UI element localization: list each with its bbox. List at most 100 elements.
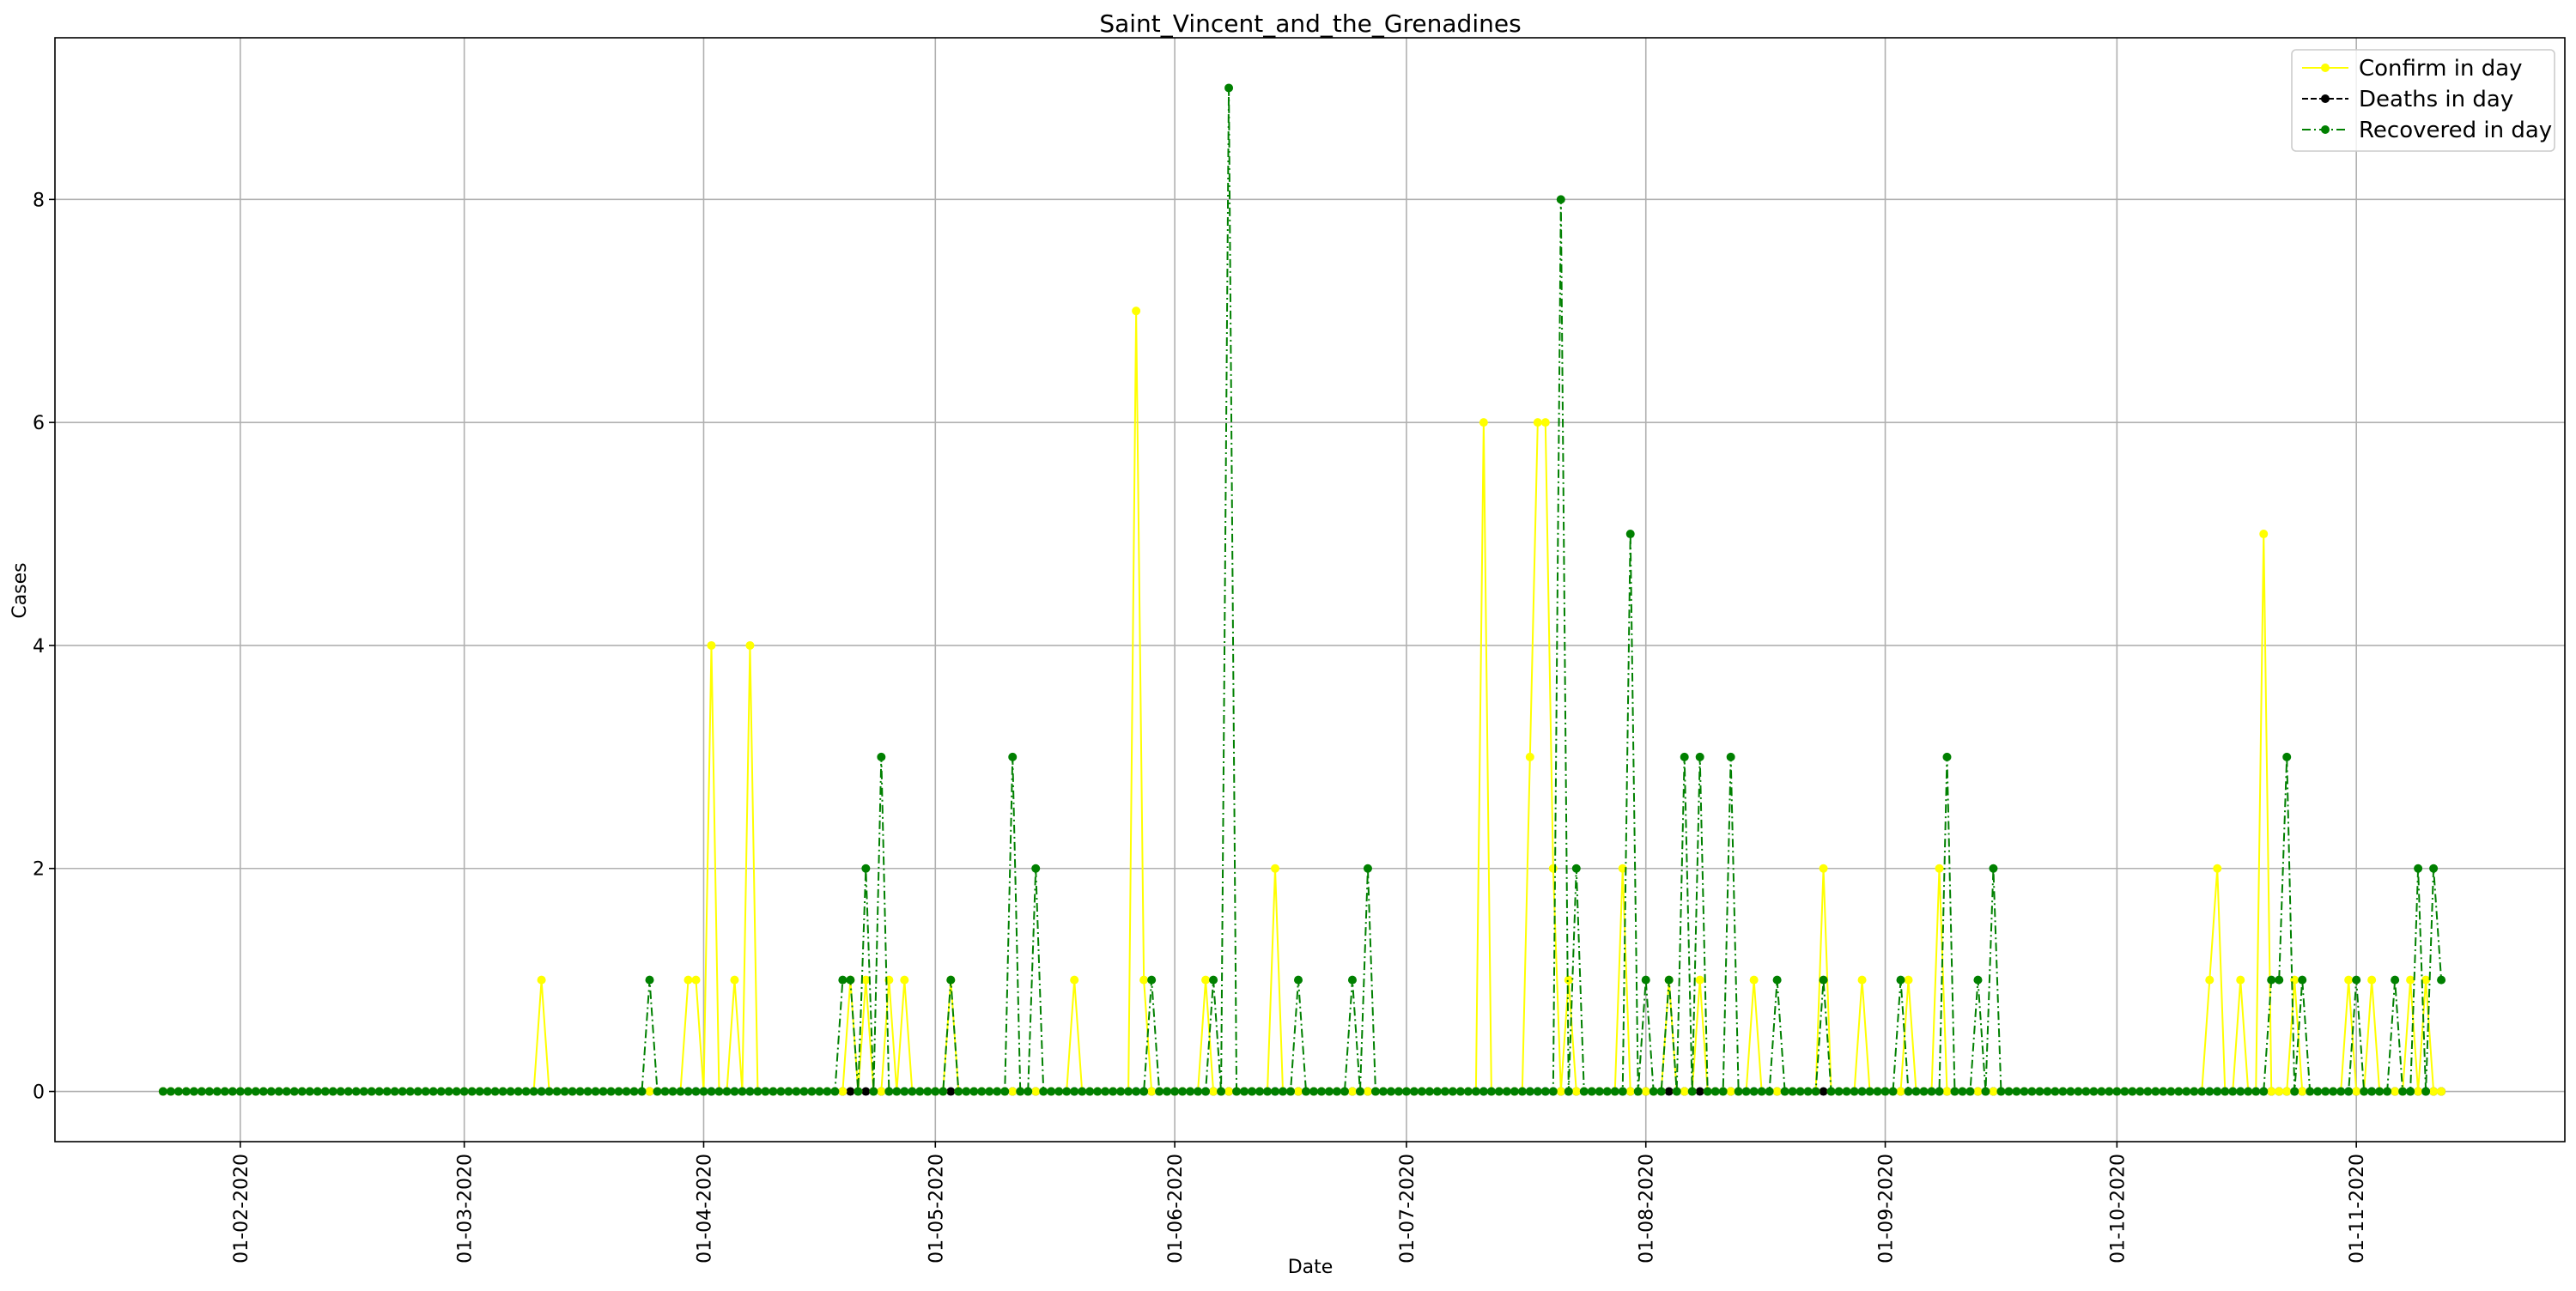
data-point [1510, 1087, 1519, 1096]
data-point [2081, 1087, 2091, 1096]
data-point [2391, 1087, 2400, 1096]
data-point [2074, 1087, 2083, 1096]
data-point [1571, 864, 1581, 873]
data-point [398, 1087, 407, 1096]
data-point [2251, 1087, 2261, 1096]
data-point [993, 1087, 1002, 1096]
data-point [1194, 1087, 1203, 1096]
data-point [1649, 1087, 1658, 1096]
data-point [2367, 975, 2377, 985]
data-point [683, 1087, 693, 1096]
data-point [2228, 1087, 2238, 1096]
data-point [2174, 1087, 2184, 1096]
data-point [537, 975, 546, 985]
data-point [1031, 864, 1041, 873]
x-axis-label: Date [1288, 1257, 1334, 1278]
data-point [2275, 1087, 2284, 1096]
data-point [1448, 1087, 1457, 1096]
data-point [1556, 1087, 1565, 1096]
data-point [1819, 864, 1828, 873]
data-point [1101, 1087, 1110, 1096]
legend-label: Deaths in day [2359, 87, 2513, 112]
data-point [1973, 1087, 1983, 1096]
data-point [2367, 1087, 2377, 1096]
data-point [413, 1087, 422, 1096]
data-point [1093, 1087, 1103, 1096]
data-point [591, 1087, 600, 1096]
data-point [1031, 1087, 1041, 1096]
data-point [939, 1087, 948, 1096]
data-point [761, 1087, 770, 1096]
data-point [2159, 1087, 2168, 1096]
x-tick-label: 01-05-2020 [926, 1154, 947, 1264]
data-point [1455, 1087, 1465, 1096]
legend: Confirm in day Deaths in day Recovered in … [2291, 49, 2555, 152]
data-point [1224, 83, 1234, 93]
series-layer [158, 83, 2446, 1096]
data-point [1850, 1087, 1859, 1096]
data-point [189, 1087, 198, 1096]
data-point [1548, 864, 1558, 873]
data-point [645, 1087, 654, 1096]
data-point [637, 1087, 647, 1096]
data-point [2259, 1087, 2269, 1096]
data-point [1935, 1087, 1944, 1096]
data-point [320, 1087, 330, 1096]
data-point [861, 1087, 871, 1096]
data-point [1571, 1087, 1581, 1096]
legend-marker [2321, 64, 2330, 72]
data-point [1355, 1087, 1364, 1096]
data-point [282, 1087, 291, 1096]
data-point [2391, 975, 2400, 985]
data-point [1564, 975, 1573, 985]
data-point [1394, 1087, 1403, 1096]
data-point [1703, 1087, 1712, 1096]
data-point [691, 1087, 701, 1096]
data-point [483, 1087, 492, 1096]
data-point [1896, 975, 1905, 985]
y-axis-label: Cases [9, 562, 31, 618]
y-tick-label: 6 [33, 413, 45, 434]
data-point [830, 1087, 840, 1096]
x-tick-label: 01-07-2020 [1397, 1154, 1419, 1264]
data-point [2236, 1087, 2245, 1096]
data-point [560, 1087, 569, 1096]
legend-item: Deaths in day [2302, 87, 2513, 112]
data-point [1271, 864, 1280, 873]
data-point [382, 1087, 392, 1096]
data-point [1556, 195, 1565, 204]
data-point [436, 1087, 446, 1096]
data-point [823, 1087, 832, 1096]
data-point [1078, 1087, 1087, 1096]
x-tick-label: 01-08-2020 [1637, 1154, 1658, 1264]
data-point [1008, 1087, 1018, 1096]
data-point [707, 640, 716, 650]
data-point [1842, 1087, 1851, 1096]
data-point [2414, 864, 2423, 873]
data-point [444, 1087, 453, 1096]
legend-box [2291, 49, 2555, 152]
y-tick-label: 0 [33, 1082, 45, 1104]
data-point [722, 1087, 732, 1096]
data-point [289, 1087, 299, 1096]
data-point [738, 1087, 747, 1096]
x-tick-label: 01-06-2020 [1165, 1154, 1187, 1264]
data-point [1263, 1087, 1273, 1096]
data-point [1139, 975, 1149, 985]
data-point [1294, 975, 1303, 985]
data-point [513, 1087, 523, 1096]
data-point [1139, 1087, 1149, 1096]
data-point [1772, 975, 1782, 985]
data-point [1248, 1087, 1257, 1096]
data-point [799, 1087, 809, 1096]
data-point [1927, 1087, 1936, 1096]
data-point [1741, 1087, 1751, 1096]
data-point [2414, 1087, 2423, 1096]
data-point [1795, 1087, 1805, 1096]
data-point [900, 1087, 909, 1096]
data-point [1641, 975, 1650, 985]
data-point [807, 1087, 817, 1096]
data-point [2406, 975, 2415, 985]
data-point [1363, 1087, 1372, 1096]
